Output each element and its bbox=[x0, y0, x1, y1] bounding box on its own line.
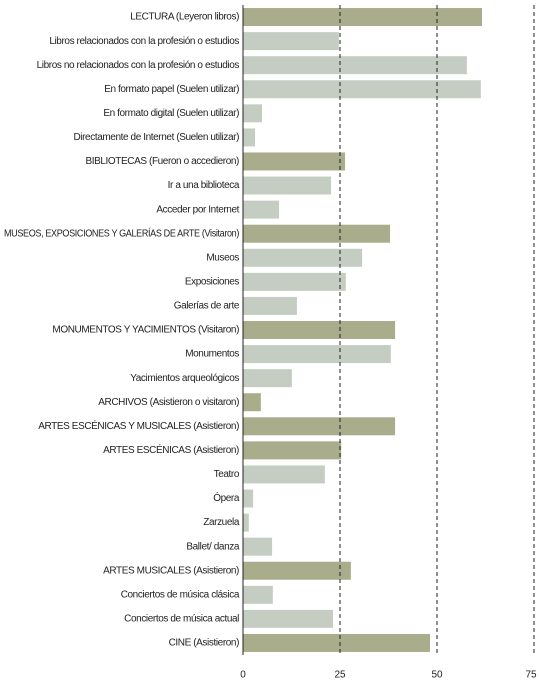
y-tick-label: ARTES MUSICALES (Asistieron) bbox=[103, 565, 239, 576]
y-tick-label: Zarzuela bbox=[203, 517, 240, 528]
y-tick-label: Ir a una biblioteca bbox=[168, 180, 240, 191]
y-tick-label: Museos bbox=[206, 252, 239, 263]
bar bbox=[243, 513, 249, 532]
y-tick-label: Conciertos de música clásica bbox=[121, 589, 240, 600]
x-tick-label: 50 bbox=[431, 670, 443, 681]
bar bbox=[243, 585, 273, 604]
y-tick-label: Acceder por Internet bbox=[156, 204, 239, 215]
y-tick-label: Galerías de arte bbox=[174, 301, 240, 312]
bar bbox=[243, 489, 254, 508]
y-tick-label: En formato digital (Suelen utilizar) bbox=[103, 108, 239, 119]
bar bbox=[243, 537, 273, 556]
bar bbox=[243, 417, 396, 436]
y-tick-label: MONUMENTOS Y YACIMIENTOS (Visitaron) bbox=[52, 325, 239, 336]
bar bbox=[243, 56, 467, 75]
bar bbox=[243, 633, 431, 652]
y-tick-label: LECTURA (Leyeron libros) bbox=[130, 12, 239, 23]
y-tick-label: ARCHIVOS (Asistieron o visitaron) bbox=[98, 397, 239, 408]
bar bbox=[243, 296, 297, 315]
y-tick-label: MUSEOS, EXPOSICIONES Y GALERÍAS DE ARTE … bbox=[4, 226, 239, 239]
bar bbox=[243, 32, 339, 51]
bar bbox=[243, 80, 481, 99]
y-tick-label: En formato papel (Suelen utilizar) bbox=[104, 84, 239, 95]
y-tick-label: Libros relacionados con la profesión o e… bbox=[49, 36, 239, 47]
x-tick-label: 25 bbox=[334, 670, 346, 681]
y-tick-label: Monumentos bbox=[185, 349, 239, 360]
y-tick-label: Directamente de Internet (Suelen utiliza… bbox=[73, 132, 239, 143]
y-tick-label: Yacimientos arqueológicos bbox=[130, 373, 239, 384]
y-tick-label: ARTES ESCÉNICAS Y MUSICALES (Asistieron) bbox=[38, 419, 239, 432]
y-tick-label: Teatro bbox=[214, 469, 240, 480]
y-tick-label: Libros no relacionados con la profesión … bbox=[37, 60, 240, 71]
bar bbox=[243, 272, 346, 291]
x-tick-label: 0 bbox=[240, 670, 246, 681]
bar bbox=[243, 321, 396, 339]
y-tick-label: Ballet/ danza bbox=[186, 541, 239, 552]
y-tick-label: CINE (Asistieron) bbox=[169, 638, 240, 649]
bar bbox=[243, 152, 346, 171]
bar bbox=[243, 8, 483, 27]
bar bbox=[243, 104, 263, 123]
bar bbox=[243, 248, 363, 267]
bar bbox=[243, 441, 342, 460]
bar bbox=[243, 224, 391, 243]
bar bbox=[243, 393, 261, 412]
bar bbox=[243, 561, 351, 580]
y-tick-label: Exposiciones bbox=[185, 276, 240, 287]
bar bbox=[243, 465, 325, 484]
bar bbox=[243, 609, 334, 628]
y-tick-label: BIBLIOTECAS (Fueron o accedieron) bbox=[85, 156, 239, 167]
y-tick-label: Ópera bbox=[213, 491, 240, 504]
bar bbox=[243, 369, 292, 388]
bar bbox=[243, 176, 332, 195]
bar bbox=[243, 128, 256, 147]
y-tick-label: Conciertos de música actual bbox=[124, 614, 239, 625]
bar bbox=[243, 200, 280, 219]
y-tick-label: ARTES ESCÉNICAS (Asistieron) bbox=[103, 443, 239, 456]
bar bbox=[243, 345, 391, 364]
x-tick-label: 75 bbox=[525, 670, 537, 681]
